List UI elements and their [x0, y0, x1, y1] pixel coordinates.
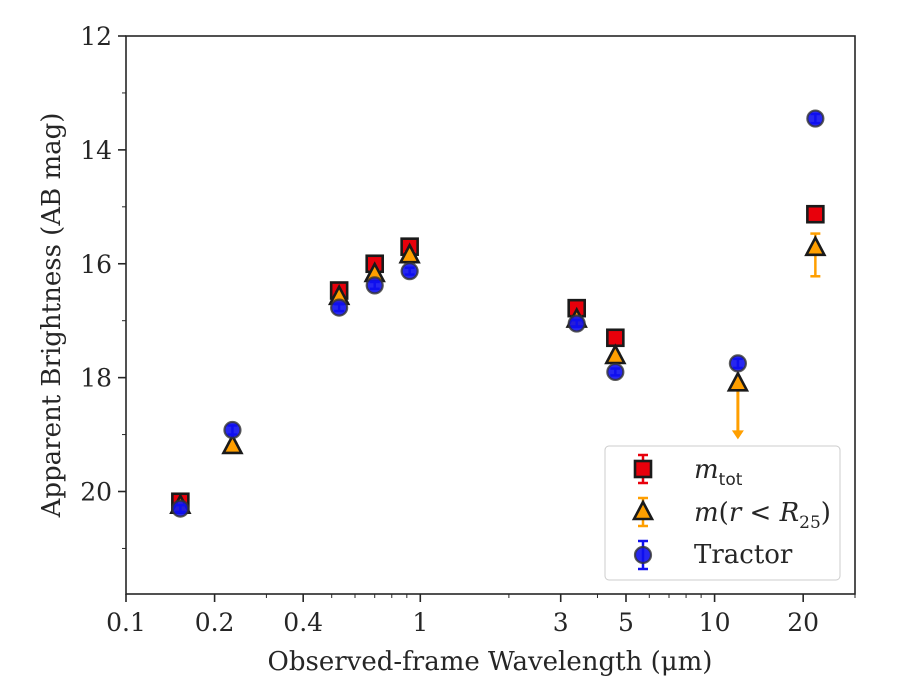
triangle-marker	[726, 370, 750, 392]
x-tick-label: 5	[618, 608, 634, 637]
legend-handles	[631, 453, 655, 571]
x-tick-label: 0.1	[106, 608, 146, 637]
circle-marker	[171, 499, 190, 518]
circle-marker	[606, 362, 625, 382]
y-tick-label: 16	[80, 250, 112, 279]
circle-marker	[806, 109, 825, 128]
circle-marker	[330, 298, 349, 317]
triangle-marker	[804, 235, 827, 257]
legend-label-tractor: Tractor	[694, 540, 793, 570]
y-axis-label: Apparent Brightness (AB mag)	[37, 113, 67, 519]
circle-marker	[400, 262, 419, 281]
x-axis: 0.1 0.2 0.4 1 3 5 10 20	[106, 594, 856, 637]
legend-handle-1	[631, 496, 655, 528]
circle-marker	[365, 276, 384, 295]
x-tick-label: 0.2	[195, 608, 235, 637]
data-marks	[169, 109, 827, 518]
legend-frame	[604, 445, 841, 581]
triangle-marker	[631, 499, 655, 521]
y-tick-label: 14	[80, 136, 112, 165]
x-tick-label: 1	[412, 608, 428, 637]
circle-marker	[223, 420, 242, 440]
legend: mtot m(r < R25) Tractor	[604, 445, 841, 581]
triangle-marker	[221, 433, 244, 455]
legend-handle-0	[633, 453, 653, 485]
y-axis: 12 14 16 18 20	[80, 22, 126, 549]
legend-label-mtot: mtot	[694, 455, 743, 490]
x-tick-label: 0.4	[283, 608, 323, 637]
x-tick-label: 10	[699, 608, 731, 637]
legend-label-mr25: m(r < R25)	[694, 498, 831, 533]
y-tick-label: 18	[80, 364, 112, 393]
x-tick-label: 20	[787, 608, 819, 637]
circle-marker	[728, 354, 747, 373]
circle-marker	[567, 314, 586, 333]
y-tick-label: 12	[80, 22, 112, 51]
series-2	[171, 109, 825, 518]
x-axis-label: Observed-frame Wavelength (μm)	[268, 647, 713, 677]
upper-limit-arrow	[731, 430, 744, 440]
square-marker	[806, 204, 825, 224]
y-tick-label: 20	[80, 478, 112, 507]
x-tick-label: 3	[553, 608, 569, 637]
circle-marker	[633, 545, 653, 565]
legend-handle-2	[633, 539, 653, 571]
square-marker	[633, 459, 653, 479]
